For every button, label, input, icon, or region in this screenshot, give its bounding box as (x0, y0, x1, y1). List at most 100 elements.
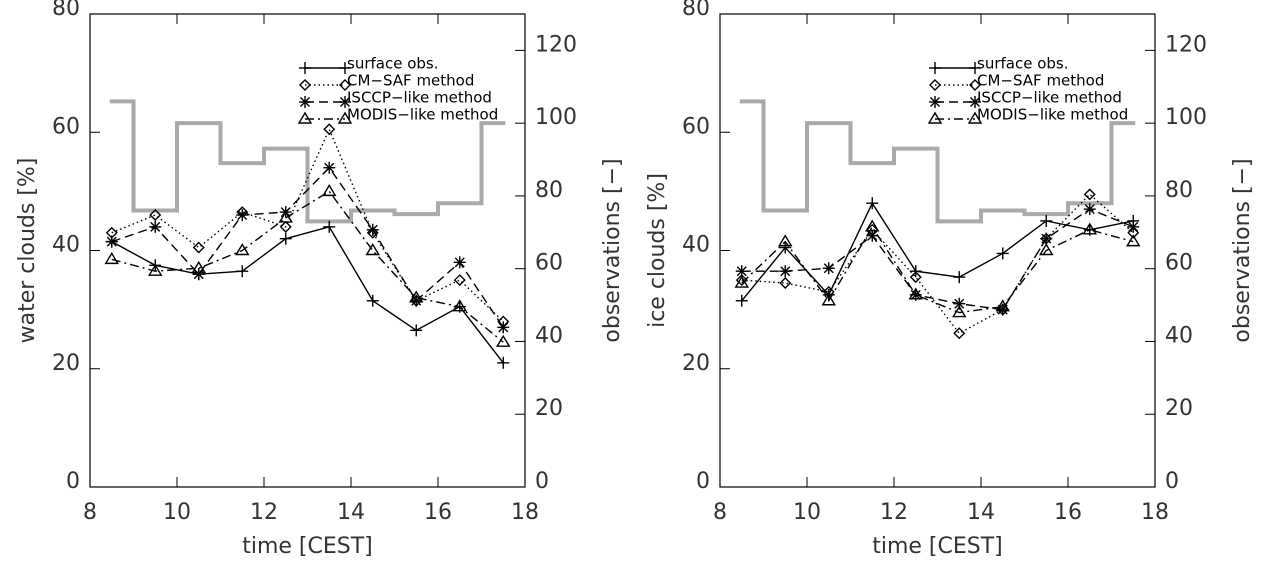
marker-stroke (409, 290, 424, 303)
marker-triangle (908, 287, 923, 300)
marker-triangle (148, 263, 163, 276)
marker-diamond (822, 285, 835, 298)
marker-asterisk (866, 229, 879, 242)
marker-stroke (736, 266, 747, 277)
marker-plus (996, 247, 1009, 260)
marker-stroke (822, 285, 835, 298)
y-tick-label: 0 (66, 469, 80, 494)
marker-asterisk (339, 96, 351, 108)
series-line (111, 190, 504, 343)
marker-triangle (927, 111, 943, 124)
legend-label: surface obs. (347, 55, 439, 73)
marker-asterisk (1127, 220, 1140, 233)
legend-label: ISCCP−like method (977, 89, 1122, 107)
y2-tick-label: 100 (1165, 105, 1207, 130)
y-tick-label: 80 (52, 0, 80, 21)
marker-stroke (867, 230, 878, 241)
x-tick-label: 8 (713, 500, 727, 525)
marker-asterisk (453, 256, 466, 269)
marker-asterisk (497, 321, 510, 334)
marker-stroke (908, 287, 923, 300)
marker-stroke (278, 210, 293, 223)
y2-tick-label: 120 (535, 32, 577, 57)
marker-stroke (324, 162, 335, 173)
marker-plus (929, 62, 941, 74)
marker-stroke (909, 271, 922, 284)
marker-stroke (106, 236, 117, 247)
marker-triangle (365, 243, 380, 256)
y-axis-label: water clouds [%] (15, 158, 40, 344)
marker-stroke (279, 220, 292, 233)
series-line (741, 225, 1134, 314)
y2-tick-label: 80 (1165, 178, 1193, 203)
y2-tick-label: 80 (535, 178, 563, 203)
marker-diamond (1083, 188, 1096, 201)
marker-stroke (779, 277, 792, 290)
marker-triangle (995, 299, 1010, 312)
marker-stroke (952, 305, 967, 318)
marker-triangle (104, 252, 119, 265)
marker-stroke (150, 221, 161, 232)
marker-stroke (193, 269, 204, 280)
marker-stroke (297, 111, 313, 124)
marker-triangle (409, 290, 424, 303)
marker-asterisk (410, 294, 423, 307)
series-line (741, 208, 1134, 311)
marker-triangle (337, 111, 353, 124)
marker-stroke (823, 263, 834, 274)
marker-asterisk (1083, 203, 1096, 216)
marker-stroke (149, 209, 162, 222)
marker-plus (779, 241, 792, 254)
marker-stroke (969, 79, 981, 91)
marker-stroke (967, 111, 983, 124)
x-tick-label: 10 (163, 500, 191, 525)
marker-stroke (191, 260, 206, 273)
marker-plus (735, 294, 748, 307)
legend-label: ISCCP−like method (347, 89, 492, 107)
marker-diamond (969, 79, 981, 91)
y-tick-label: 60 (52, 114, 80, 139)
marker-stroke (300, 97, 310, 107)
legend-label: MODIS−like method (977, 106, 1128, 124)
marker-stroke (927, 111, 943, 124)
x-tick-label: 18 (511, 500, 539, 525)
marker-stroke (235, 243, 250, 256)
x-axis-label: time [CEST] (242, 534, 373, 559)
marker-diamond (339, 79, 351, 91)
marker-stroke (1039, 243, 1054, 256)
marker-stroke (780, 266, 791, 277)
marker-triangle (191, 260, 206, 273)
marker-stroke (322, 184, 337, 197)
y2-tick-label: 0 (1165, 469, 1179, 494)
marker-asterisk (366, 223, 379, 236)
marker-triangle (297, 111, 313, 124)
series-line (111, 127, 504, 322)
y2-tick-label: 120 (1165, 32, 1207, 57)
marker-stroke (1128, 221, 1139, 232)
marker-diamond (909, 271, 922, 284)
y-tick-label: 80 (682, 0, 710, 21)
marker-diamond (453, 274, 466, 287)
y2-axis-label: observations [−] (600, 158, 625, 342)
marker-asterisk (323, 161, 336, 174)
marker-asterisk (1040, 232, 1053, 245)
x-tick-label: 8 (83, 500, 97, 525)
legend-label: MODIS−like method (347, 106, 498, 124)
marker-stroke (1084, 204, 1095, 215)
marker-asterisk (735, 265, 748, 278)
marker-stroke (735, 274, 748, 287)
marker-diamond (953, 327, 966, 340)
marker-stroke (496, 334, 511, 347)
marker-triangle (1082, 222, 1097, 235)
y2-tick-label: 60 (1165, 251, 1193, 276)
marker-asterisk (996, 303, 1009, 316)
x-tick-label: 18 (1141, 500, 1169, 525)
marker-stroke (367, 224, 378, 235)
x-tick-label: 10 (793, 500, 821, 525)
marker-stroke (340, 97, 350, 107)
x-axis-label: time [CEST] (872, 534, 1003, 559)
marker-triangle (865, 219, 880, 232)
marker-stroke (366, 226, 379, 239)
marker-plus (1040, 214, 1053, 227)
y2-axis-label: observations [−] (1230, 158, 1255, 342)
